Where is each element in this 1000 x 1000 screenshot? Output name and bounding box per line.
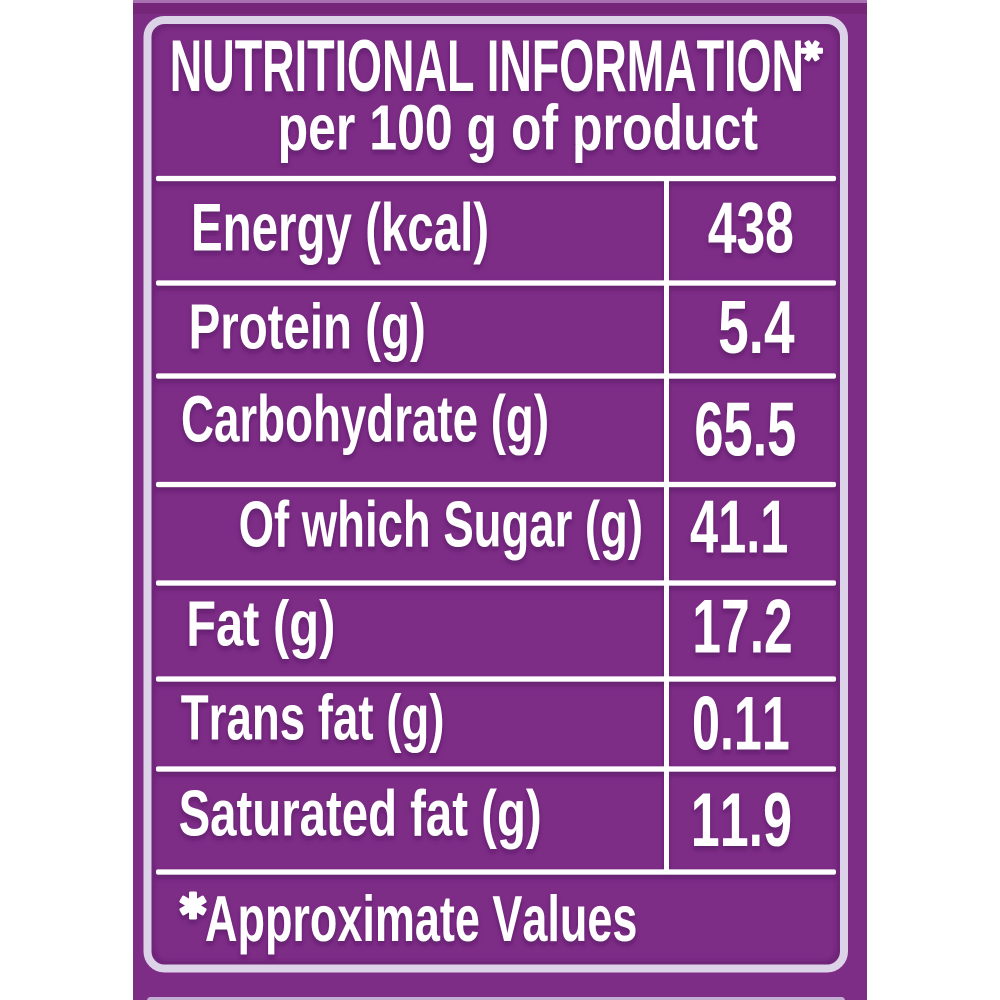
svg-text:Saturated fat (g): Saturated fat (g) xyxy=(179,778,542,850)
svg-text:Protein (g): Protein (g) xyxy=(189,290,426,362)
svg-text:Carbohydrate (g): Carbohydrate (g) xyxy=(181,383,549,456)
svg-text:Fat (g): Fat (g) xyxy=(186,588,335,660)
svg-text:Trans fat (g): Trans fat (g) xyxy=(181,682,445,753)
svg-text:NUTRITIONAL INFORMATION: NUTRITIONAL INFORMATION xyxy=(170,25,804,107)
svg-text:65.5: 65.5 xyxy=(694,387,796,472)
svg-text:Energy (kcal): Energy (kcal) xyxy=(191,190,489,265)
svg-text:11.9: 11.9 xyxy=(691,777,792,862)
svg-text:0.11: 0.11 xyxy=(692,681,790,766)
svg-text:Of which Sugar (g): Of which Sugar (g) xyxy=(239,488,643,561)
svg-text:per 100 g of product: per 100 g of product xyxy=(278,93,758,164)
svg-text:17.2: 17.2 xyxy=(692,584,793,669)
svg-text:438: 438 xyxy=(708,188,794,268)
svg-text:5.4: 5.4 xyxy=(718,285,795,369)
svg-text:41.1: 41.1 xyxy=(690,485,788,569)
svg-text:Approximate Values: Approximate Values xyxy=(205,882,637,955)
